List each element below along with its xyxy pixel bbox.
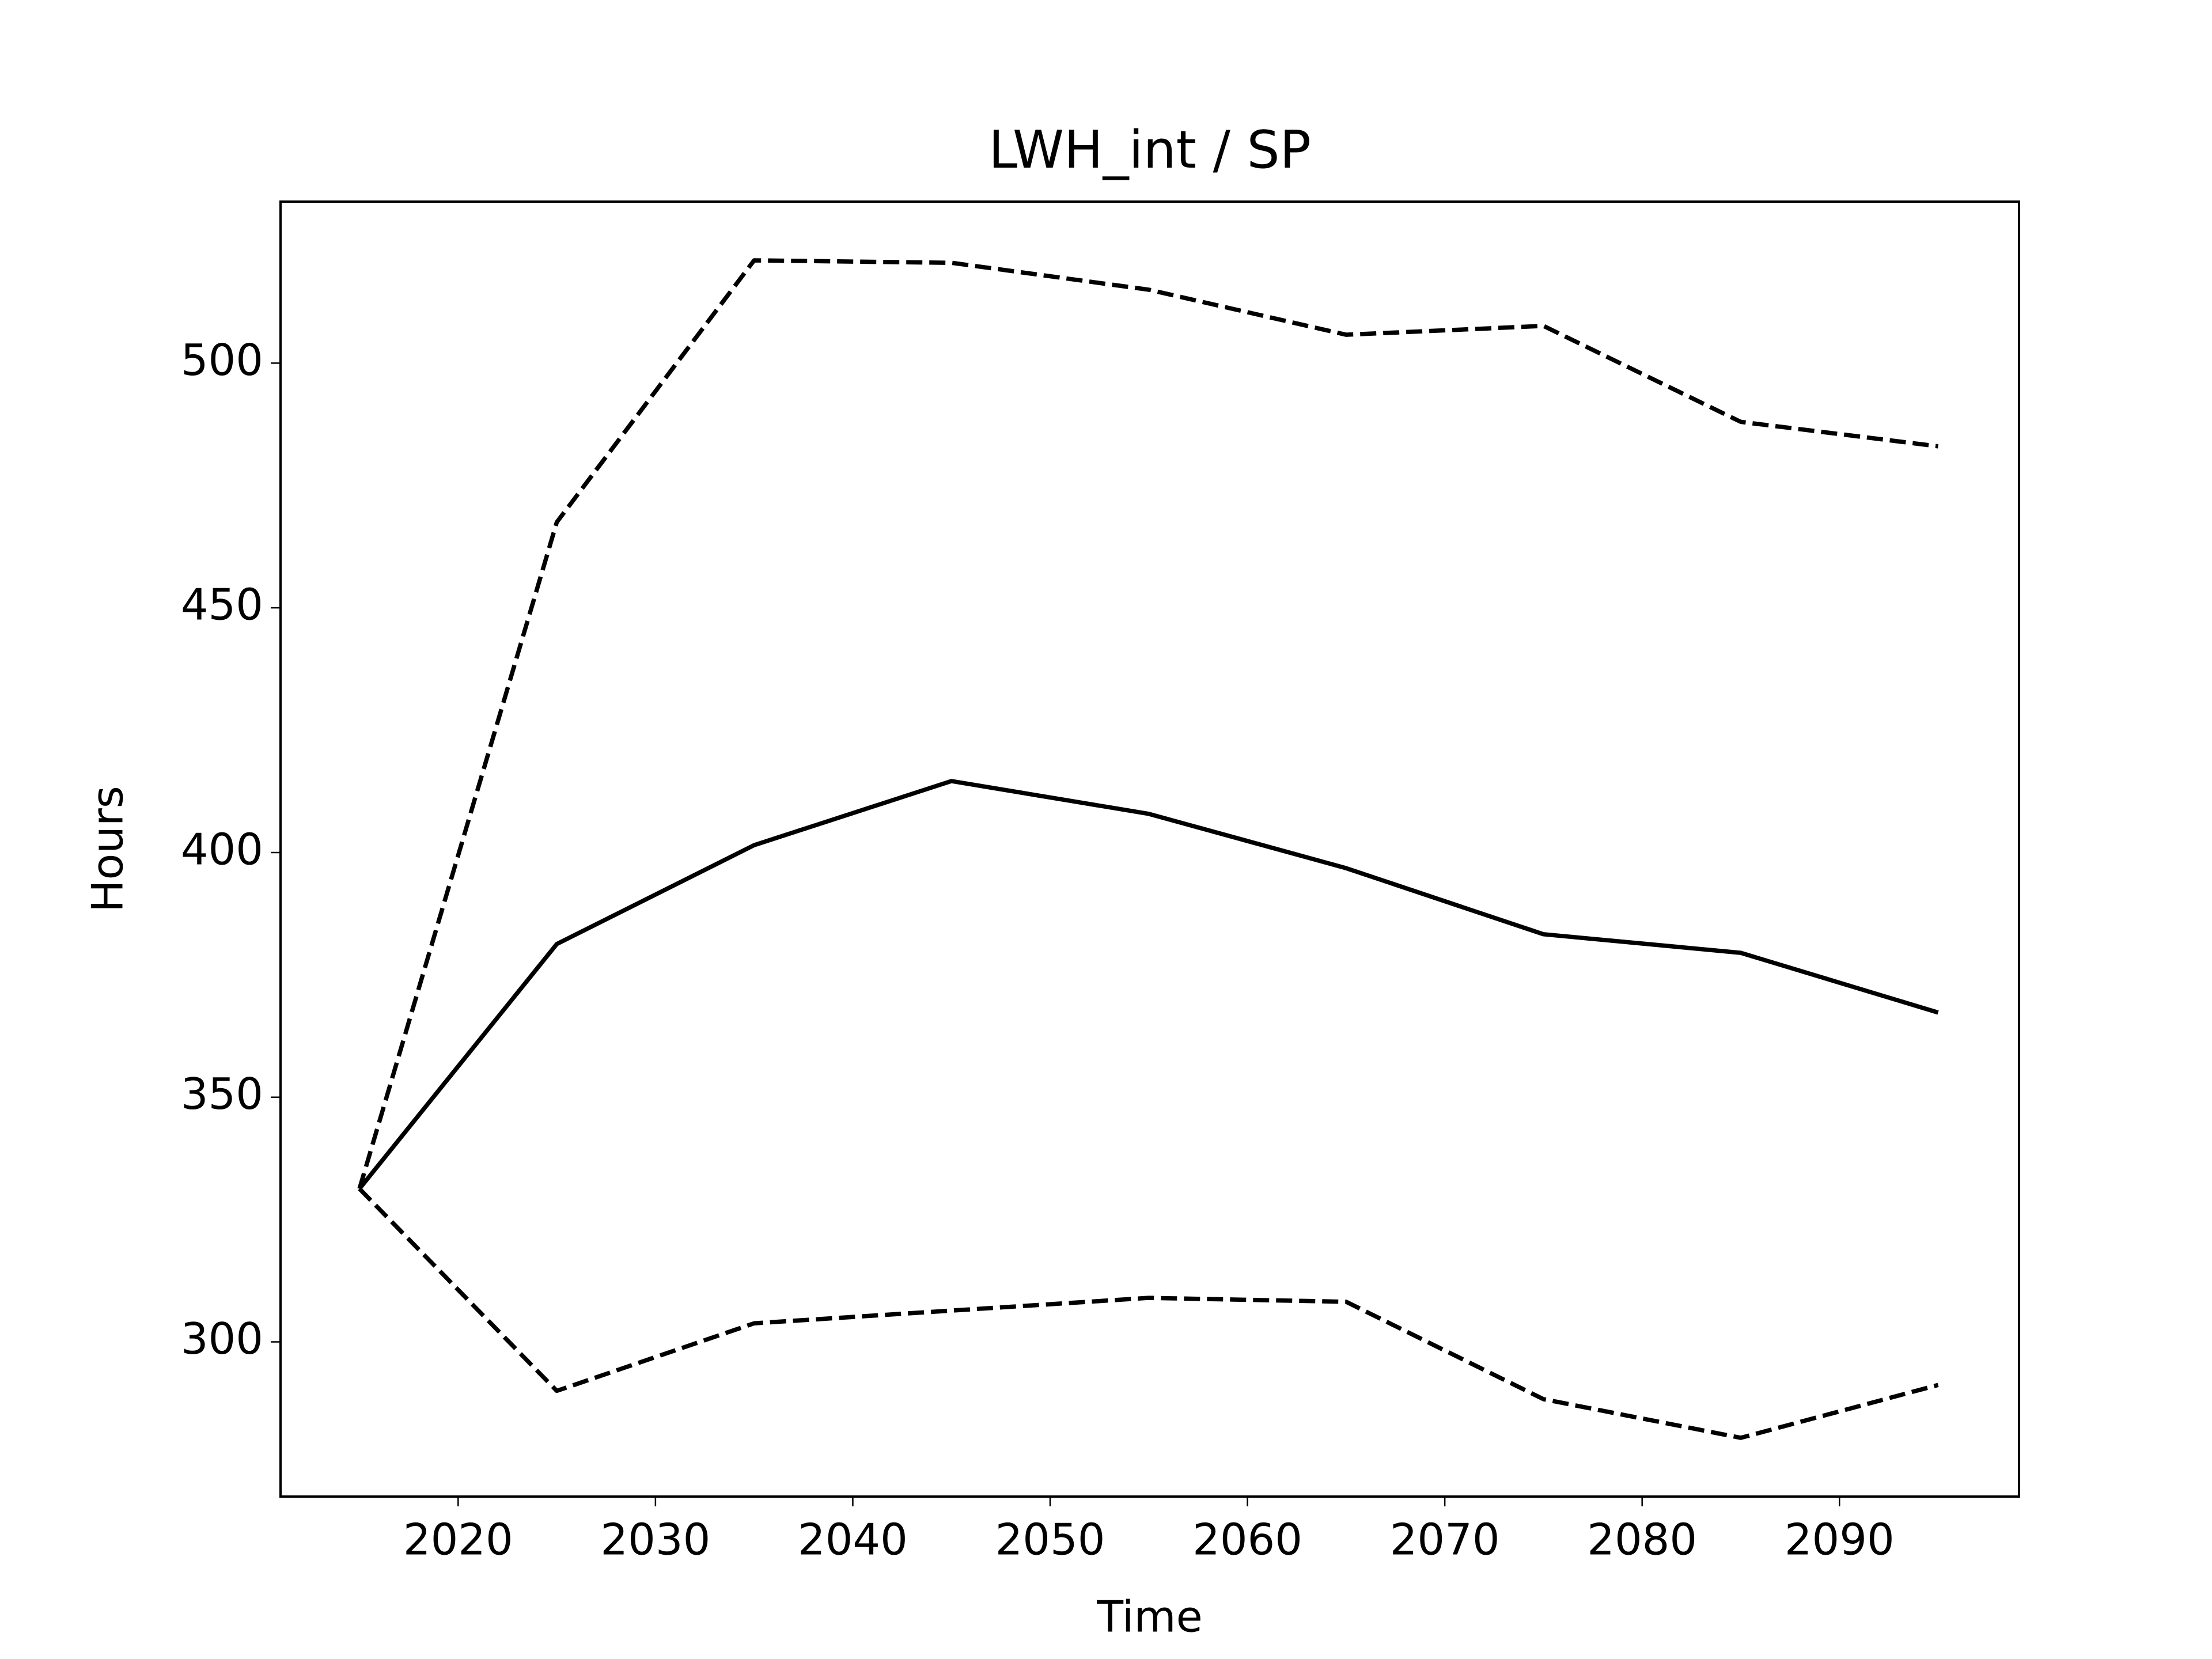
x-tick-label: 2090 xyxy=(1785,1514,1895,1565)
x-tick-label: 2020 xyxy=(403,1514,513,1565)
y-axis-label: Hours xyxy=(82,786,133,912)
y-tick-label: 300 xyxy=(181,1313,263,1364)
x-tick-label: 2030 xyxy=(600,1514,710,1565)
y-tick-label: 400 xyxy=(181,824,263,874)
series-line xyxy=(358,1187,1939,1440)
chart-title: LWH_int / SP xyxy=(988,120,1311,180)
x-tick-label: 2080 xyxy=(1587,1514,1697,1565)
x-tick-label: 2070 xyxy=(1390,1514,1500,1565)
y-tick-label: 500 xyxy=(181,335,263,385)
x-axis-label: Time xyxy=(1096,1592,1203,1642)
x-tick-label: 2060 xyxy=(1192,1514,1302,1565)
series-line xyxy=(357,258,1939,1190)
x-tick-label: 2040 xyxy=(798,1514,908,1565)
plot-frame xyxy=(279,200,2020,1498)
y-tick-label: 350 xyxy=(181,1069,263,1119)
series-line xyxy=(358,779,1939,1190)
x-tick-label: 2050 xyxy=(995,1514,1105,1565)
y-tick-label: 450 xyxy=(181,579,263,630)
